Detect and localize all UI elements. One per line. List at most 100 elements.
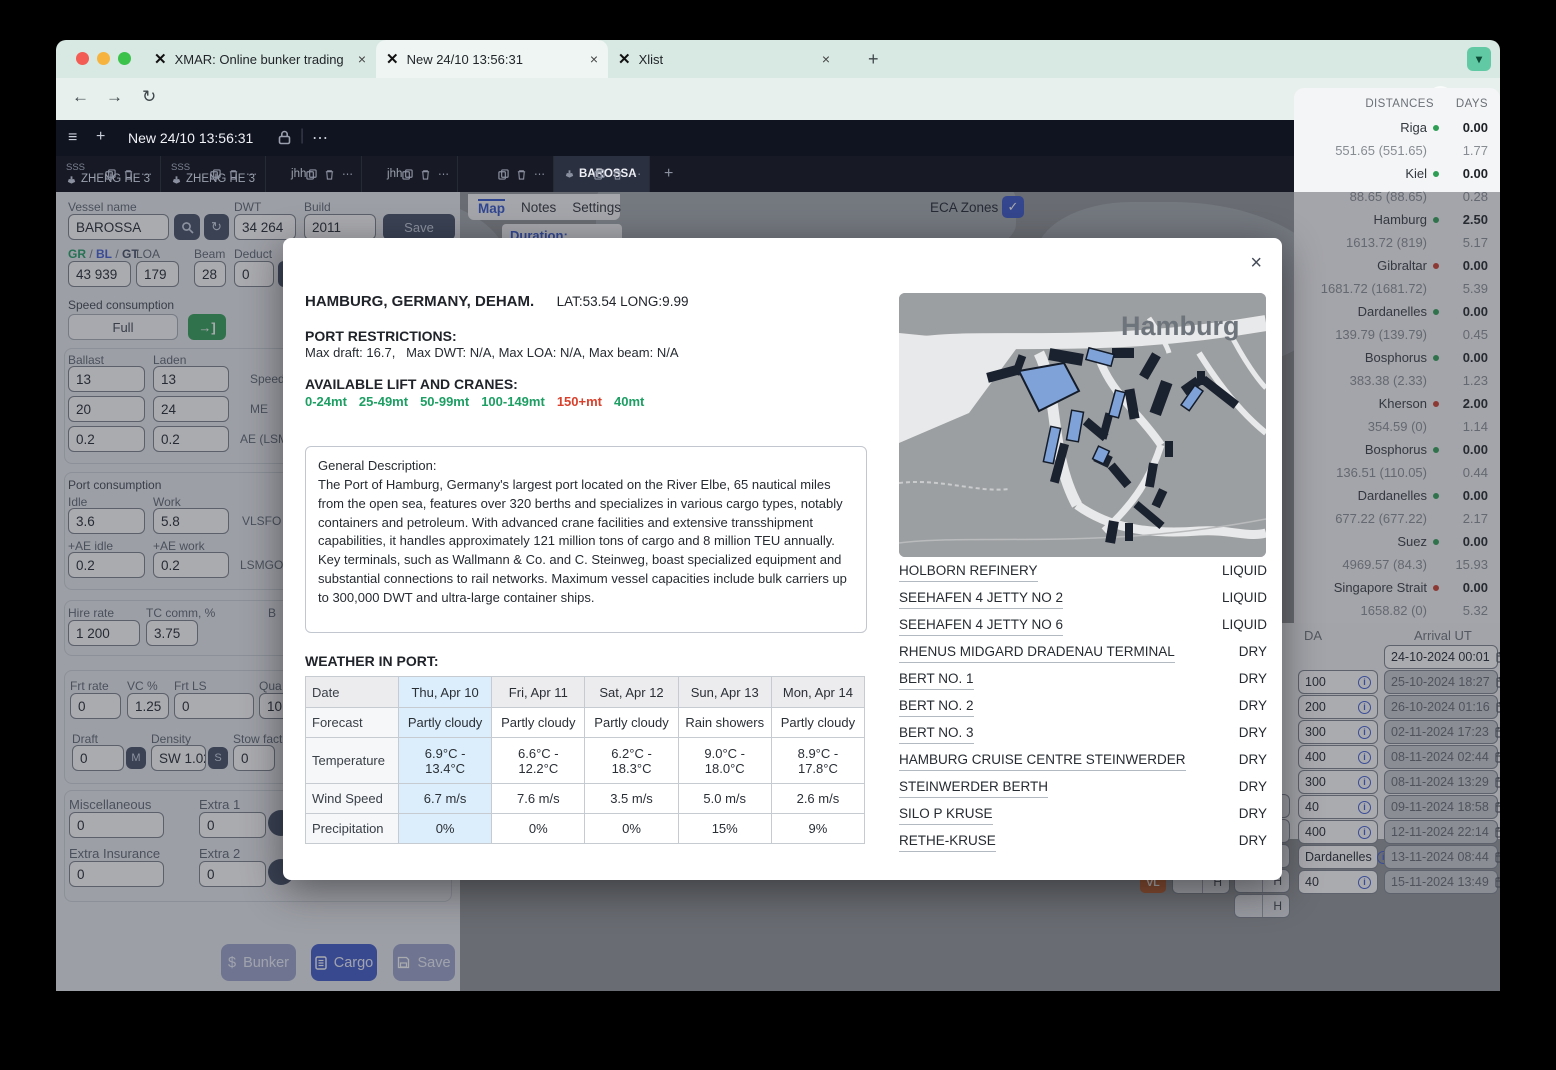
laden-me-input[interactable]: 24 [153,396,229,422]
distance-row[interactable]: 551.65 (551.65) 1.77 [1306,139,1488,162]
tab-more-icon[interactable]: ⋯ [141,168,153,181]
trash-icon[interactable] [516,168,527,180]
tab-settings[interactable]: Settings [572,199,622,215]
distance-row[interactable]: 1681.72 (1681.72) 5.39 [1306,277,1488,300]
da-field[interactable]: 40 i [1298,870,1378,894]
da-field[interactable]: Dardanelles i [1298,845,1390,869]
build-input[interactable]: 2011 [304,214,376,240]
calendar-icon[interactable] [1496,701,1500,713]
density-s-button[interactable]: S [208,747,228,769]
tab-close-icon[interactable]: × [821,51,830,67]
extra-hours-field[interactable]: H [1234,894,1290,918]
estimate-tab[interactable]: SSS ZHENG HE 3 ⋯ [161,156,267,192]
apply-speed-button[interactable]: →] [188,314,226,340]
miscellaneous-input[interactable]: 0 [69,812,164,838]
terminal-link[interactable]: SEEHAFEN 4 JETTY NO 2 [899,590,1064,609]
distance-row[interactable]: Riga 0.00 [1306,116,1488,139]
estimate-tab[interactable]: SSS ZHENG HE 3 ⋯ [56,156,162,192]
gr-bl-gt-input[interactable]: 43 939 [68,261,131,287]
calendar-icon[interactable] [1495,776,1500,788]
distance-row[interactable]: 1658.82 (0) 5.32 [1306,599,1489,622]
calendar-icon[interactable] [1496,651,1500,663]
ballast-speed-input[interactable]: 13 [68,366,145,392]
trash-icon[interactable] [420,168,431,180]
app-menu-icon[interactable]: ≡ [68,129,78,146]
vessel-refresh-button[interactable]: ↻ [204,214,229,240]
maximize-window-button[interactable] [118,52,131,65]
trash-icon[interactable] [324,168,335,180]
terminal-link[interactable]: BERT NO. 3 [899,725,974,744]
distance-row[interactable]: 139.79 (139.79) 0.45 [1306,323,1488,346]
copy-icon[interactable] [498,168,509,180]
lock-icon[interactable] [278,130,291,145]
terminal-link[interactable]: BERT NO. 1 [899,671,974,690]
estimate-tab[interactable]: ⋯ [458,156,555,192]
forward-icon[interactable]: → [106,87,123,106]
distance-row[interactable]: 383.38 (2.33) 1.23 [1306,369,1488,392]
extra1-input[interactable]: 0 [199,812,266,838]
info-icon[interactable]: i [1358,825,1371,839]
trash-icon[interactable] [228,168,239,180]
distance-row[interactable]: Bosphorus 0.00 [1306,346,1488,369]
tab-notes[interactable]: Notes [521,199,557,215]
extra-insurance-input[interactable]: 0 [69,861,164,887]
ae-work-input[interactable]: 0.2 [153,552,229,578]
calendar-icon[interactable] [1495,751,1500,763]
calendar-icon[interactable] [1496,676,1500,688]
calendar-icon[interactable] [1495,851,1500,863]
copy-icon[interactable] [594,168,605,180]
da-field[interactable]: 400 i [1298,745,1378,769]
ae-idle-input[interactable]: 0.2 [68,552,145,578]
tab-close-icon[interactable]: × [589,51,598,67]
terminal-link[interactable]: SEEHAFEN 4 JETTY NO 6 [899,617,1064,636]
laden-ae-input[interactable]: 0.2 [153,426,229,452]
frt-rate-input[interactable]: 0 [70,693,121,719]
terminal-link[interactable]: HOLBORN REFINERY [899,563,1038,582]
da-field[interactable]: 40 i [1298,795,1378,819]
arrival-date-field[interactable]: 15-11-2024 13:49 [1384,870,1500,894]
da-field[interactable]: 300 i [1298,770,1378,794]
calendar-icon[interactable] [1495,876,1500,888]
vessel-search-button[interactable] [174,214,200,240]
distance-row[interactable]: Dardanelles 0.00 [1306,484,1488,507]
distance-row[interactable]: 677.22 (677.22) 2.17 [1306,507,1488,530]
ballast-ae-input[interactable]: 0.2 [68,426,145,452]
draft-input[interactable]: 0 [72,745,124,771]
tab-more-icon[interactable]: ⋯ [534,168,546,181]
trash-icon[interactable] [123,168,134,180]
stow-factor-input[interactable]: 0 [233,745,275,771]
terminal-link[interactable]: RHENUS MIDGARD DRADENAU TERMINAL [899,644,1175,663]
arrival-date-field[interactable]: 12-11-2024 22:14 [1384,820,1500,844]
arrival-date-field[interactable]: 08-11-2024 13:29 [1384,770,1500,794]
back-icon[interactable]: ← [72,87,89,106]
estimate-tab[interactable]: BAROSSA ⋯ [554,156,651,192]
copy-icon[interactable] [402,168,413,180]
distance-row[interactable]: Bosphorus 0.00 [1306,438,1488,461]
info-icon[interactable]: i [1358,775,1371,789]
hire-rate-input[interactable]: 1 200 [68,620,140,646]
frt-ls-input[interactable]: 0 [174,693,254,719]
reload-icon[interactable]: ↻ [142,87,157,106]
extra2-input[interactable]: 0 [199,861,266,887]
da-field[interactable]: 400 i [1298,820,1378,844]
new-estimate-icon[interactable]: + [96,128,106,145]
calendar-icon[interactable] [1495,726,1500,738]
vc-input[interactable]: 1.25 [127,693,169,719]
copy-icon[interactable] [105,168,116,180]
full-speed-button[interactable]: Full [68,314,178,340]
distance-row[interactable]: 88.65 (88.65) 0.28 [1306,185,1488,208]
da-field[interactable]: 200 i [1298,695,1378,719]
bunker-button[interactable]: $ Bunker [221,944,296,981]
loa-input[interactable]: 179 [136,261,179,287]
arrival-date-field[interactable]: 08-11-2024 02:44 [1384,745,1500,769]
tab-more-icon[interactable]: ⋯ [246,168,258,181]
trash-icon[interactable] [612,168,623,180]
save-estimate-button[interactable]: Save [393,944,455,981]
beam-input[interactable]: 28 [194,261,226,287]
distance-row[interactable]: Kherson 2.00 [1306,392,1488,415]
info-icon[interactable]: i [1358,800,1371,814]
browser-tab[interactable]: ✕ Xlist × [608,40,840,78]
minimize-window-button[interactable] [97,52,110,65]
vessel-save-button[interactable]: Save [383,214,455,240]
laden-speed-input[interactable]: 13 [153,366,229,392]
